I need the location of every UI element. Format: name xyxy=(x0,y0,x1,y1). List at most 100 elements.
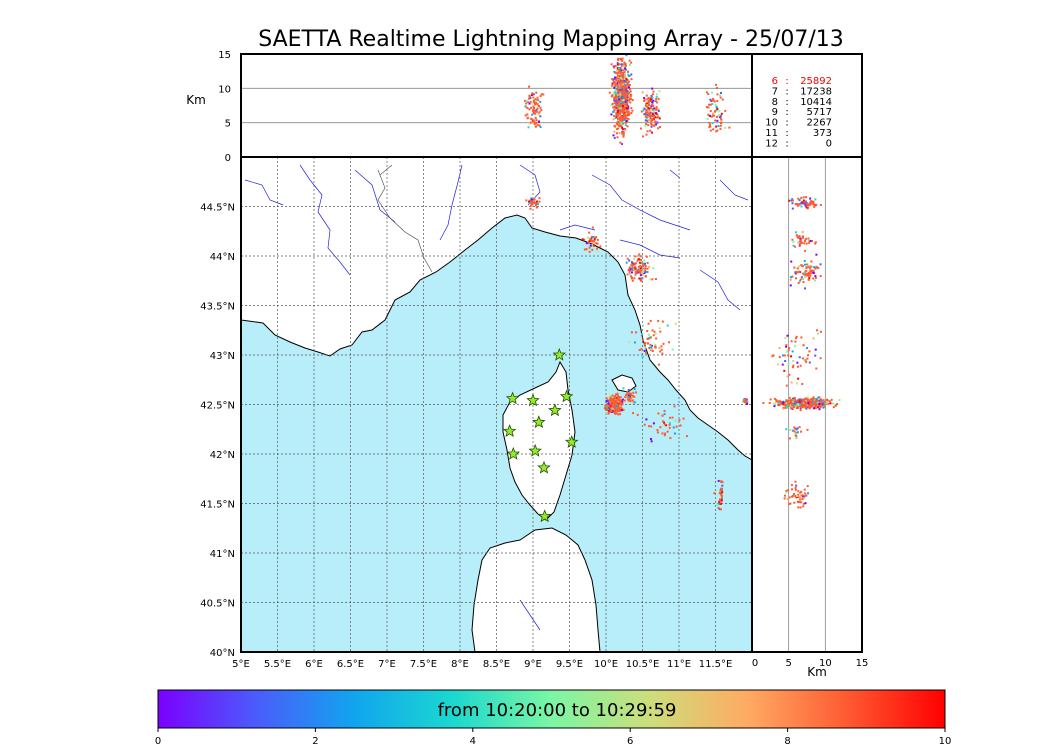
lat-alt-source-point xyxy=(818,404,821,407)
lat-alt-source-point xyxy=(804,263,807,266)
map-source-point xyxy=(720,480,723,483)
altitude-source-point xyxy=(625,54,628,57)
altitude-source-point xyxy=(621,130,624,133)
lat-alt-source-point xyxy=(800,264,803,267)
map-source-point xyxy=(633,262,636,265)
map-source-point xyxy=(589,239,592,242)
altitude-source-point xyxy=(614,111,617,114)
lat-alt-source-point xyxy=(794,433,797,436)
map-source-point xyxy=(659,350,662,353)
lat-alt-source-point xyxy=(794,486,797,489)
lat-alt-source-point xyxy=(795,496,798,499)
lat-alt-source-point xyxy=(785,491,788,494)
altitude-source-point xyxy=(616,107,619,110)
altitude-source-point xyxy=(624,96,627,99)
stats-source-count: 25892 xyxy=(800,76,832,87)
altitude-source-point xyxy=(624,68,627,71)
map-x-tick: 11.5°E xyxy=(699,659,733,670)
colorbar-tick-label: 2 xyxy=(312,736,318,747)
lat-alt-source-point xyxy=(799,364,802,367)
sardinia-island xyxy=(471,527,601,652)
lat-alt-source-point xyxy=(799,506,802,509)
altitude-source-point xyxy=(528,85,531,88)
lat-alt-source-point xyxy=(807,401,810,404)
colorbar-tick-label: 4 xyxy=(470,736,476,747)
lat-alt-source-point xyxy=(800,501,803,504)
map-source-point xyxy=(638,268,641,271)
lat-alt-source-point xyxy=(799,491,802,494)
altitude-source-point xyxy=(616,83,619,86)
altitude-source-point xyxy=(651,96,654,99)
map-source-point xyxy=(617,410,620,413)
altitude-y-tick: 10 xyxy=(218,84,231,95)
map-source-point xyxy=(609,394,612,397)
lat-alt-source-point xyxy=(815,401,818,404)
altitude-source-point xyxy=(618,84,621,87)
altitude-source-point xyxy=(532,97,535,100)
altitude-source-point xyxy=(624,97,627,100)
map-source-point xyxy=(535,204,538,207)
altitude-source-point xyxy=(617,79,620,82)
map-source-point xyxy=(637,268,640,271)
map-source-point xyxy=(663,409,666,412)
map-source-point xyxy=(591,241,594,244)
lat-alt-source-point xyxy=(804,492,807,495)
map-source-point xyxy=(625,261,628,264)
altitude-source-point xyxy=(531,113,534,116)
lat-alt-source-point xyxy=(804,402,807,405)
lat-alt-source-point xyxy=(790,405,793,408)
lat-alt-source-point xyxy=(814,401,817,404)
altitude-source-point xyxy=(655,123,658,126)
lat-alt-source-point xyxy=(774,401,777,404)
lat-alt-source-point xyxy=(810,404,813,407)
altitude-source-point xyxy=(616,121,619,124)
map-source-point xyxy=(588,246,591,249)
altitude-source-point xyxy=(617,127,620,130)
lat-alt-source-point xyxy=(805,266,808,269)
altitude-source-point xyxy=(655,106,658,109)
map-source-point xyxy=(613,403,616,406)
lat-alt-source-point xyxy=(807,278,810,281)
lat-alt-source-point xyxy=(810,200,813,203)
altitude-source-point xyxy=(621,106,624,109)
altitude-source-point xyxy=(626,78,629,81)
colorbar-ticks: 0 2 4 6 8 10 xyxy=(155,728,951,747)
lat-alt-source-point xyxy=(790,488,793,491)
lat-alt-source-point xyxy=(802,199,805,202)
lat-alt-source-point xyxy=(788,199,791,202)
altitude-source-point xyxy=(624,63,627,66)
lat-alt-source-point xyxy=(802,399,805,402)
map-source-point xyxy=(654,332,657,335)
lat-alt-source-point xyxy=(791,494,794,497)
map-source-point xyxy=(607,398,610,401)
altitude-source-point xyxy=(628,97,631,100)
altitude-source-point xyxy=(616,85,619,88)
lat-alt-source-point xyxy=(799,498,802,501)
altitude-source-point xyxy=(527,126,530,129)
station-star-icon xyxy=(564,434,579,448)
altitude-source-point xyxy=(623,79,626,82)
altitude-source-point xyxy=(620,133,623,136)
map-source-point xyxy=(633,277,636,280)
lat-alt-source-point xyxy=(805,494,808,497)
altitude-source-point xyxy=(623,111,626,114)
lat-alt-source-point xyxy=(813,398,816,401)
map-source-point xyxy=(666,430,669,433)
station-star-icon xyxy=(532,415,546,429)
lat-alt-source-point xyxy=(785,344,788,347)
map-source-point xyxy=(631,277,634,280)
map-source-point xyxy=(631,399,634,402)
altitude-source-point xyxy=(614,107,617,110)
map-source-point xyxy=(674,419,677,422)
lat-alt-source-point xyxy=(801,277,804,280)
lat-alt-source-point xyxy=(794,231,797,234)
lat-alt-source-point xyxy=(805,273,808,276)
altitude-source-point xyxy=(619,71,622,74)
altitude-source-point xyxy=(656,121,659,124)
map-source-point xyxy=(674,322,677,325)
map-source-point xyxy=(632,262,635,265)
map-x-tick: 9°E xyxy=(524,659,542,670)
stats-source-count: 2267 xyxy=(807,118,832,129)
map-source-point xyxy=(617,413,620,416)
lat-alt-source-point xyxy=(795,403,798,406)
